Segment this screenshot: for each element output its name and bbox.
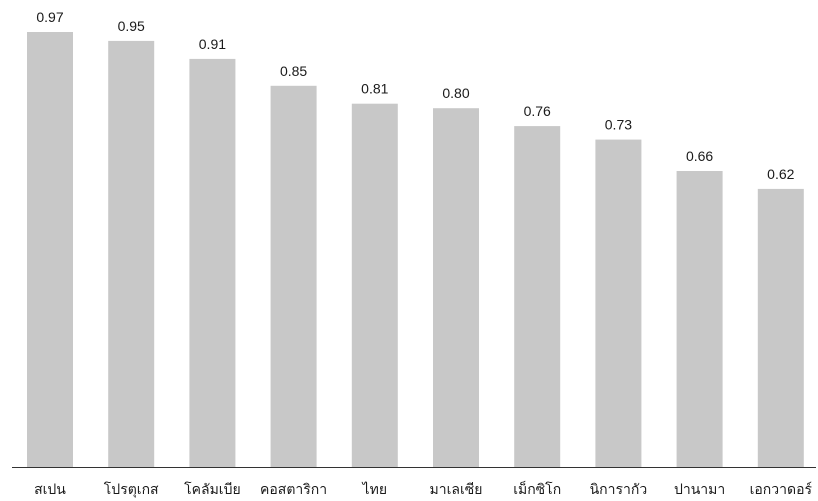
- category-label: โปรตุเกส: [104, 481, 159, 498]
- value-label: 0.85: [280, 63, 307, 79]
- bars-layer: [27, 32, 804, 468]
- category-label: คอสตาริกา: [260, 482, 327, 498]
- value-label: 0.62: [767, 166, 794, 182]
- category-label: เอกวาดอร์: [750, 481, 813, 498]
- bar: [595, 139, 642, 467]
- category-label: โคลัมเบีย: [184, 481, 241, 498]
- value-label: 0.81: [361, 81, 388, 97]
- bar: [108, 40, 155, 468]
- value-label: 0.73: [605, 117, 632, 133]
- category-label: เม็กซิโก: [513, 480, 561, 498]
- category-label: สเปน: [34, 482, 66, 498]
- value-label: 0.66: [686, 148, 713, 164]
- category-label: มาเลเซีย: [430, 482, 483, 498]
- bar: [514, 126, 561, 467]
- category-label: นิการากัว: [590, 482, 648, 498]
- bar: [27, 32, 73, 467]
- bar: [757, 188, 804, 467]
- value-label: 0.95: [118, 18, 145, 34]
- bar: [433, 108, 479, 467]
- value-label: 0.97: [36, 9, 63, 25]
- category-labels-layer: สเปน โปรตุเกส โคลัมเบีย คอสตาริกา ไทย มาเลเซี…: [34, 480, 812, 498]
- bar: [676, 171, 723, 467]
- value-label: 0.76: [524, 103, 551, 119]
- bar: [189, 58, 236, 468]
- value-labels-layer: 0.97 0.95 0.91 0.85 0.81 0.80 0.76 0.73 0.66 0.62: [36, 9, 794, 182]
- bar: [270, 85, 317, 468]
- category-label: ไทย: [362, 481, 387, 498]
- bar: [351, 103, 398, 467]
- value-label: 0.91: [199, 36, 226, 52]
- category-label: ปานามา: [674, 482, 725, 498]
- value-label: 0.80: [442, 85, 469, 101]
